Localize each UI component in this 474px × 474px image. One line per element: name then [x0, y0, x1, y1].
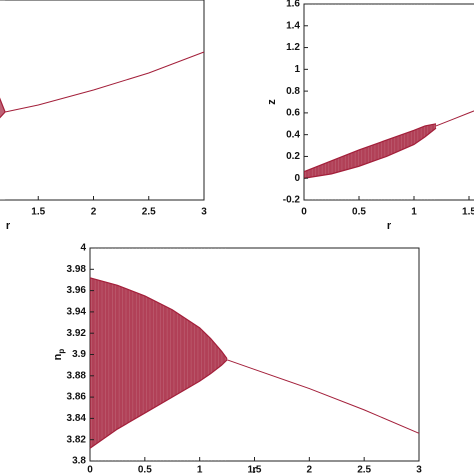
x-tick-label: 3: [201, 207, 207, 218]
y-axis-label-main: n: [52, 353, 64, 360]
x-axis-label: r: [387, 220, 392, 232]
x-tick-label: 2: [307, 465, 313, 474]
y-tick-label: -0.2: [283, 195, 301, 206]
y-tick-label: 1.2: [286, 42, 300, 53]
y-tick-label: 0.2: [286, 151, 300, 162]
x-tick-label: 1: [411, 207, 417, 218]
x-tick-label: 2.5: [142, 207, 156, 218]
y-tick-label: 1: [294, 64, 300, 75]
y-axis-label: z: [266, 99, 278, 105]
y-axis-label-main: z: [266, 99, 278, 105]
x-tick-label: 1.5: [462, 207, 474, 218]
y-tick-label: 3.8: [72, 456, 86, 467]
band-lower: [0, 111, 6, 119]
x-tick-label: 3: [416, 465, 422, 474]
branch-line: [226, 359, 420, 434]
x-tick-label: 1.5: [31, 207, 45, 218]
y-tick-label: 0.8: [286, 86, 300, 97]
y-tick-label: 3.96: [67, 285, 87, 296]
band-upper: [89, 277, 228, 360]
x-tick-label: 0: [301, 207, 307, 218]
branch-line: [435, 110, 474, 127]
band-upper: [303, 123, 437, 173]
y-tick-label: 3.9: [72, 349, 86, 360]
x-tick-label: 2: [91, 207, 97, 218]
y-axis-label: np: [52, 349, 66, 361]
y-tick-label: 3.82: [67, 434, 87, 445]
y-tick-label: 3.84: [67, 413, 87, 424]
x-tick-label: 0.5: [352, 207, 366, 218]
y-tick-label: 0: [294, 173, 300, 184]
branch-line: [4, 51, 205, 113]
y-tick-label: 4: [80, 243, 86, 254]
band-upper: [0, 97, 6, 113]
y-tick-label: 3.98: [67, 264, 87, 275]
y-tick-label: 0.4: [286, 129, 300, 140]
y-axis-label-subscript: p: [57, 349, 66, 354]
y-tick-label: 3.94: [67, 307, 87, 318]
plot-frame: [0, 0, 205, 201]
x-axis-label: r: [252, 464, 257, 474]
x-axis-label: r: [6, 220, 11, 232]
band-lower: [303, 127, 437, 179]
band-lower: [89, 359, 228, 449]
y-tick-label: 0.6: [286, 108, 300, 119]
y-tick-label: 3.88: [67, 370, 87, 381]
band-fill: [304, 123, 436, 179]
x-tick-label: 1.5: [248, 465, 262, 474]
plot-frame: [303, 3, 474, 201]
y-tick-label: 3.92: [67, 328, 87, 339]
y-tick-label: 1.4: [286, 20, 300, 31]
x-tick-label: 1: [197, 465, 203, 474]
y-tick-label: 3.86: [67, 392, 87, 403]
y-tick-label: 1.6: [286, 0, 300, 10]
band-fill: [90, 277, 228, 449]
x-tick-label: 2.5: [357, 465, 371, 474]
x-tick-label: 0.5: [138, 465, 152, 474]
x-tick-label: 0: [87, 465, 93, 474]
